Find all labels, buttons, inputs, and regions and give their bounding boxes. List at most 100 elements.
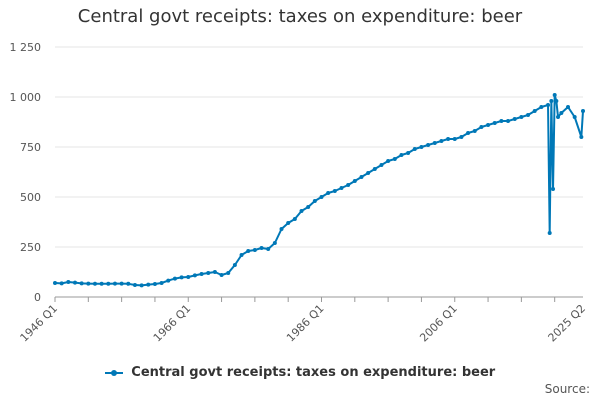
data-point[interactable] xyxy=(172,276,177,281)
data-point[interactable] xyxy=(66,280,71,284)
data-point[interactable] xyxy=(199,272,204,276)
data-point[interactable] xyxy=(339,186,344,190)
data-point[interactable] xyxy=(166,278,171,283)
data-point[interactable] xyxy=(79,281,84,286)
data-point[interactable] xyxy=(53,281,57,285)
data-point[interactable] xyxy=(86,281,91,286)
data-point[interactable] xyxy=(446,137,451,141)
data-point[interactable] xyxy=(192,273,197,278)
data-point[interactable] xyxy=(206,271,211,275)
data-point[interactable] xyxy=(99,281,104,286)
data-point[interactable] xyxy=(226,271,231,275)
data-point[interactable] xyxy=(139,283,144,288)
data-point[interactable] xyxy=(379,163,384,167)
data-point[interactable] xyxy=(332,189,337,193)
data-point[interactable] xyxy=(152,282,157,286)
data-point[interactable] xyxy=(359,175,364,179)
data-point[interactable] xyxy=(312,199,317,203)
x-tick-label: 2006 Q1 xyxy=(417,302,460,345)
data-point[interactable] xyxy=(479,125,484,129)
y-tick-label: 250 xyxy=(20,241,41,254)
x-tick-label: 1986 Q1 xyxy=(284,302,327,345)
data-point[interactable] xyxy=(292,217,297,221)
data-point[interactable] xyxy=(119,281,124,286)
legend-label: Central govt receipts: taxes on expendit… xyxy=(131,365,496,380)
data-point[interactable] xyxy=(279,227,284,231)
x-axis: 1946 Q1 1966 Q1 1986 Q1 2006 Q1 2025 Q2 xyxy=(18,296,589,345)
data-point[interactable] xyxy=(326,191,331,195)
data-point[interactable] xyxy=(286,221,291,225)
data-point[interactable] xyxy=(159,281,164,285)
data-point[interactable] xyxy=(579,135,584,139)
y-tick-label: 0 xyxy=(34,291,41,304)
data-point[interactable] xyxy=(252,248,257,252)
data-point[interactable] xyxy=(419,145,424,149)
gridlines xyxy=(55,46,583,298)
data-point[interactable] xyxy=(366,171,371,175)
data-point[interactable] xyxy=(246,249,251,253)
data-point[interactable] xyxy=(219,273,224,277)
data-point[interactable] xyxy=(399,153,404,157)
data-point[interactable] xyxy=(106,281,111,286)
data-point[interactable] xyxy=(386,159,391,163)
data-point[interactable] xyxy=(346,183,351,187)
data-point[interactable] xyxy=(59,281,64,286)
data-point[interactable] xyxy=(526,113,531,117)
data-point[interactable] xyxy=(452,137,457,141)
data-point[interactable] xyxy=(519,115,524,119)
data-point[interactable] xyxy=(572,115,577,119)
data-point[interactable] xyxy=(554,99,559,103)
data-point[interactable] xyxy=(432,141,437,145)
data-point[interactable] xyxy=(266,247,271,251)
data-point[interactable] xyxy=(439,139,444,143)
data-point[interactable] xyxy=(186,275,191,279)
data-point[interactable] xyxy=(126,281,131,286)
data-point[interactable] xyxy=(506,119,511,123)
data-point[interactable] xyxy=(392,157,397,161)
data-point[interactable] xyxy=(566,105,571,109)
y-axis-ticks: 0 250 500 750 1 000 1 250 xyxy=(10,41,42,304)
data-point[interactable] xyxy=(259,246,264,250)
data-point[interactable] xyxy=(426,143,431,147)
legend[interactable]: Central govt receipts: taxes on expendit… xyxy=(0,365,600,380)
legend-marker-icon xyxy=(104,368,123,378)
data-point[interactable] xyxy=(466,131,471,135)
data-point[interactable] xyxy=(239,253,244,257)
data-point[interactable] xyxy=(72,280,77,285)
data-point[interactable] xyxy=(299,209,304,213)
data-point[interactable] xyxy=(352,179,357,183)
data-point[interactable] xyxy=(272,241,277,245)
data-point[interactable] xyxy=(232,263,237,267)
data-point[interactable] xyxy=(546,103,551,107)
data-point[interactable] xyxy=(92,281,97,286)
data-point[interactable] xyxy=(549,99,554,103)
data-point[interactable] xyxy=(179,275,184,280)
chart-title: Central govt receipts: taxes on expendit… xyxy=(77,6,523,27)
x-tick-label: 2025 Q2 xyxy=(546,302,589,345)
data-point[interactable] xyxy=(472,129,477,133)
data-point[interactable] xyxy=(499,119,504,123)
data-point[interactable] xyxy=(146,282,151,287)
data-point[interactable] xyxy=(559,111,564,115)
data-point[interactable] xyxy=(552,93,557,97)
data-point[interactable] xyxy=(539,105,544,109)
data-point[interactable] xyxy=(512,117,517,121)
source-label: Source: xyxy=(544,382,590,396)
data-point[interactable] xyxy=(459,135,464,139)
data-point[interactable] xyxy=(306,205,311,209)
data-point[interactable] xyxy=(112,281,117,286)
data-point[interactable] xyxy=(492,121,497,125)
data-point[interactable] xyxy=(486,123,491,127)
data-point[interactable] xyxy=(212,270,217,274)
data-point[interactable] xyxy=(532,109,537,113)
data-point[interactable] xyxy=(412,147,417,151)
data-point[interactable] xyxy=(372,167,377,171)
data-point[interactable] xyxy=(132,283,137,287)
data-point[interactable] xyxy=(551,187,556,191)
data-point[interactable] xyxy=(406,151,411,155)
y-tick-label: 750 xyxy=(20,141,41,154)
data-point[interactable] xyxy=(581,109,585,113)
data-point[interactable] xyxy=(319,195,324,199)
data-point[interactable] xyxy=(556,115,561,119)
data-point[interactable] xyxy=(547,231,552,235)
